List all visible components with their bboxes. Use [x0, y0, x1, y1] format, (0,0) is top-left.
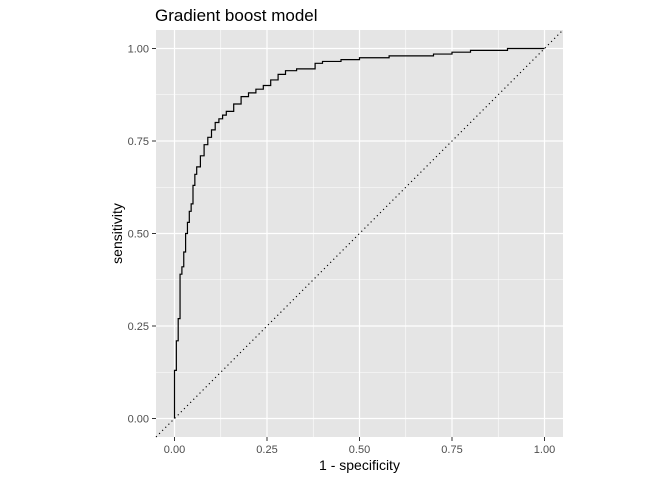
major-gridlines: [156, 30, 563, 437]
reference-diagonal-line: [155, 29, 564, 438]
x-tick-label: 0.25: [256, 444, 277, 456]
y-tick-label: 0.00: [128, 414, 149, 426]
y-axis-title: sensitivity: [109, 203, 125, 264]
x-tick-label: 1.00: [534, 444, 555, 456]
y-tick-label: 0.75: [128, 136, 149, 148]
chart-title: Gradient boost model: [155, 6, 318, 25]
x-axis-ticks: 0.00 0.25 0.50 0.75 1.00: [164, 437, 555, 456]
roc-curve-line: [173, 47, 545, 419]
x-tick-label: 0.50: [349, 444, 370, 456]
x-tick-label: 0.00: [164, 444, 185, 456]
y-tick-label: 0.50: [128, 229, 149, 241]
y-axis-ticks: 0.00 0.25 0.50 0.75 1.00: [128, 44, 156, 426]
y-tick-label: 0.25: [128, 321, 149, 333]
x-tick-label: 0.75: [441, 444, 462, 456]
x-axis-title: 1 - specificity: [319, 457, 400, 473]
y-tick-label: 1.00: [128, 44, 149, 56]
